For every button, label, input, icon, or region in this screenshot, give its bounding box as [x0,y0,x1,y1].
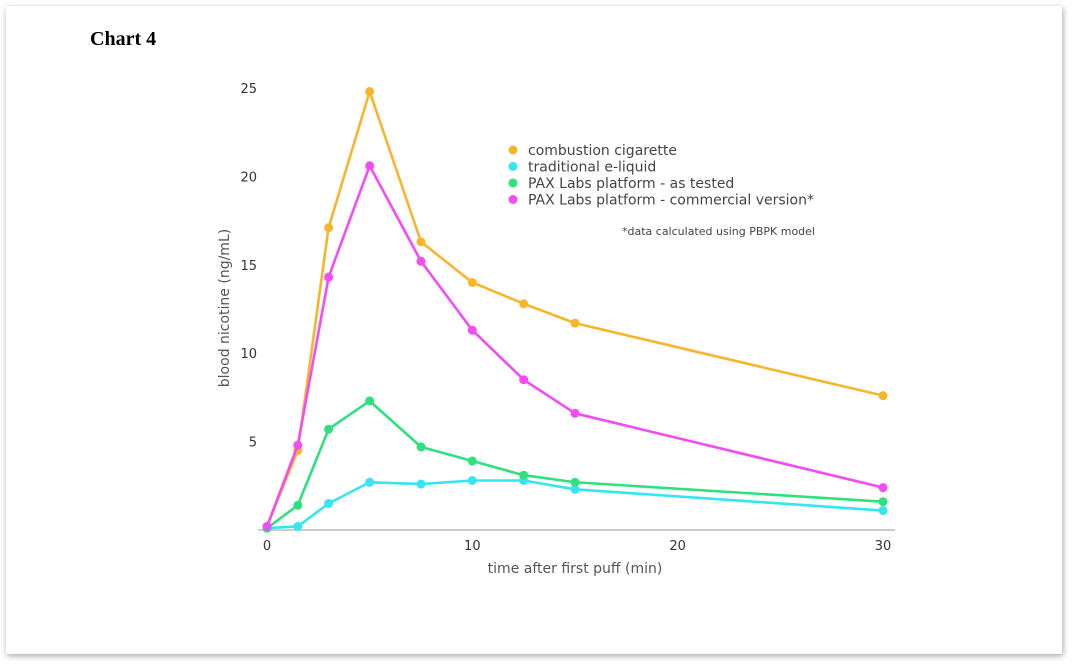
data-point [467,325,477,335]
legend-marker [508,145,518,155]
series-1 [262,475,888,533]
y-tick-label: 25 [240,82,257,97]
y-axis-label: blood nicotine (ng/mL) [217,229,233,387]
data-point [365,161,375,171]
data-point [365,477,375,487]
legend-marker [508,195,518,204]
legend-label: combustion cigarette [528,143,677,159]
x-tick-label: 20 [669,539,686,554]
series-2 [262,396,888,533]
data-point [416,442,426,452]
y-tick-label: 5 [249,436,257,451]
data-point [324,223,334,233]
legend-marker [508,162,518,171]
y-tick-label: 15 [240,259,257,274]
data-point [519,299,529,309]
x-axis-label: time after first puff (min) [488,561,663,577]
x-tick-label: 0 [263,539,271,554]
data-point [570,484,580,494]
y-tick-label: 20 [240,170,257,185]
data-point [324,498,334,508]
data-point [365,396,375,406]
data-point [878,483,888,493]
data-point [324,272,334,282]
y-tick-label: 10 [240,347,257,362]
data-point [519,375,529,385]
data-point [878,506,888,516]
chart-frame [6,6,1062,654]
legend-label: PAX Labs platform - as tested [528,176,734,192]
data-point [519,470,529,480]
data-point [467,277,477,287]
x-tick-label: 10 [464,539,481,554]
data-point [416,479,426,489]
data-point [467,456,477,466]
data-point [324,424,334,434]
data-point [293,500,303,510]
data-point [416,256,426,266]
series-group [262,87,888,533]
tick-labels: 0 10 20 30 5 10 15 20 25 [240,82,891,554]
legend-marker [508,178,518,188]
series-line [265,164,884,527]
data-point [293,521,303,531]
data-point [293,440,303,450]
x-tick-label: 30 [875,539,892,554]
data-point [570,477,580,487]
data-point [878,497,888,507]
data-point [416,237,426,247]
chart-note: *data calculated using PBPK model [622,225,815,238]
data-point [878,391,888,401]
legend-label: traditional e-liquid [528,160,656,176]
document-title: Chart 4 [90,28,157,50]
data-point [570,318,580,328]
data-point [570,408,580,418]
data-point [467,475,477,485]
data-point [262,521,272,531]
legend-label: PAX Labs platform - commercial version* [528,193,814,209]
series-3 [262,161,888,531]
data-point [365,87,375,97]
